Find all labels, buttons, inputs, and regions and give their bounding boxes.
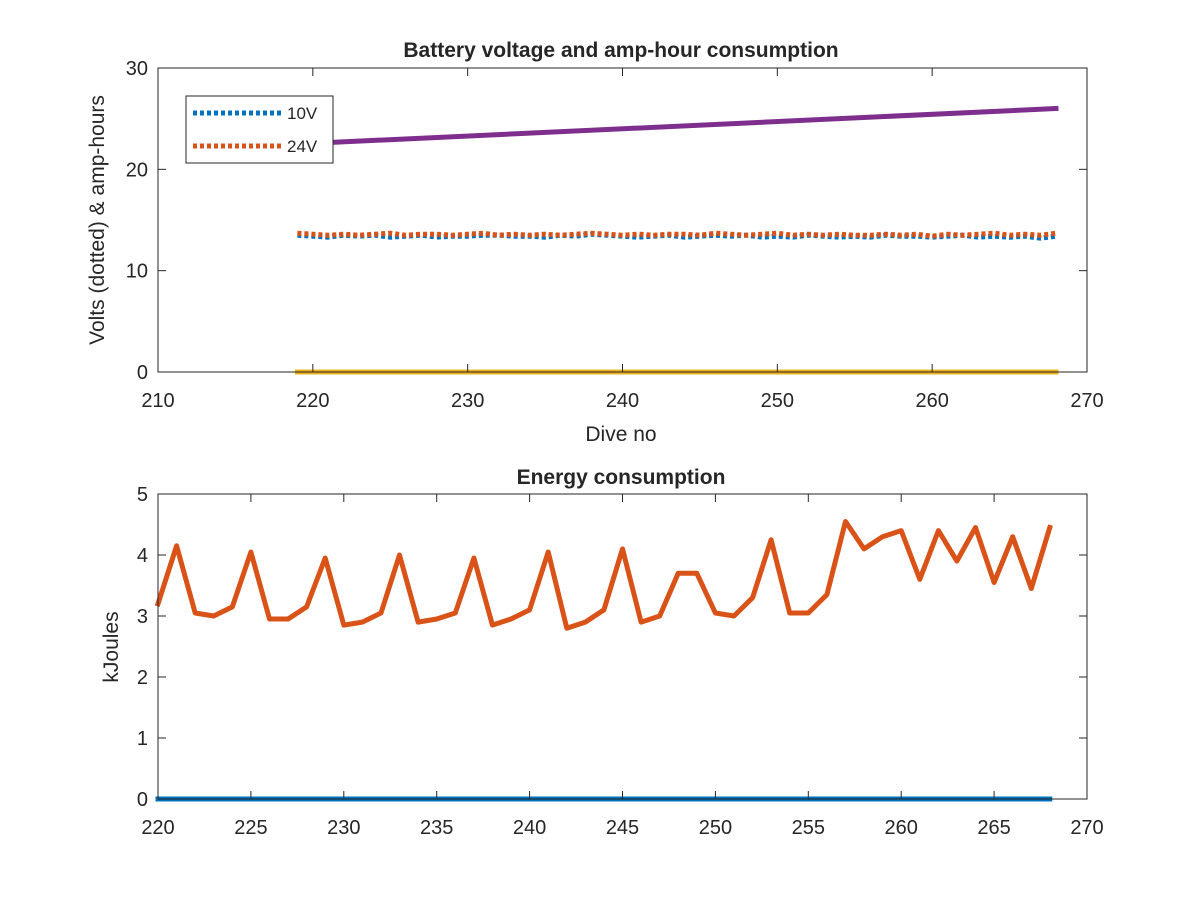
top-series-line-24v [297, 230, 1057, 239]
top-y-tick-label: 20 [126, 159, 148, 181]
bottom-x-tick-label: 245 [606, 817, 639, 839]
top-chart-title: Battery voltage and amp-hour consumption [403, 39, 838, 62]
bottom-y-tick-label: 0 [137, 789, 148, 811]
top-x-tick-label: 220 [296, 390, 329, 412]
top-y-tick-label: 30 [126, 58, 148, 80]
bottom-y-tick-label: 4 [137, 545, 148, 567]
bottom-x-tick-label: 270 [1070, 817, 1103, 839]
bottom-y-axis-label: kJoules [100, 611, 123, 682]
bottom-chart-title: Energy consumption [517, 466, 726, 489]
bottom-y-tick-label: 2 [137, 667, 148, 689]
bottom-x-tick-label: 235 [420, 817, 453, 839]
top-ticks-layer: 210 220 230 240 250 260 270 0 10 20 30 [126, 58, 1104, 412]
bottom-y-tick-label: 3 [137, 606, 148, 628]
top-y-tick-label: 0 [137, 362, 148, 384]
bottom-x-tick-label: 240 [513, 817, 546, 839]
bottom-y-tick-label: 5 [137, 484, 148, 506]
top-x-tick-label: 270 [1070, 390, 1103, 412]
top-x-axis-label: Dive no [585, 423, 656, 446]
bottom-x-tick-label: 250 [699, 817, 732, 839]
bottom-x-tick-label: 255 [792, 817, 825, 839]
top-y-axis-label: Volts (dotted) & amp-hours [86, 95, 109, 345]
bottom-x-tick-label: 220 [141, 817, 174, 839]
top-x-tick-label: 230 [451, 390, 484, 412]
bottom-ticks-layer: 220 225 230 235 240 245 250 255 260 265 270 0 1 2 3 4 5 [137, 484, 1104, 839]
bottom-x-tick-label: 230 [327, 817, 360, 839]
top-x-tick-label: 210 [141, 390, 174, 412]
top-chart: Battery voltage and amp-hour consumption… [86, 39, 1104, 446]
top-y-tick-label: 10 [126, 261, 148, 283]
legend-label-10v: 10V [287, 104, 318, 123]
legend: 10V 24V [185, 95, 334, 164]
legend-label-24v: 24V [287, 137, 318, 156]
top-x-tick-label: 260 [915, 390, 948, 412]
top-series-line-3 [294, 105, 1059, 147]
bottom-x-tick-label: 225 [234, 817, 267, 839]
top-x-tick-label: 240 [606, 390, 639, 412]
bottom-x-tick-label: 260 [885, 817, 918, 839]
bottom-series-line-1 [154, 519, 1053, 631]
bottom-x-tick-label: 265 [977, 817, 1010, 839]
top-x-tick-label: 250 [761, 390, 794, 412]
bottom-y-tick-label: 1 [137, 728, 148, 750]
bottom-chart: Energy consumption 220 225 230 235 240 245 250… [100, 466, 1104, 839]
legend-box [185, 95, 334, 164]
